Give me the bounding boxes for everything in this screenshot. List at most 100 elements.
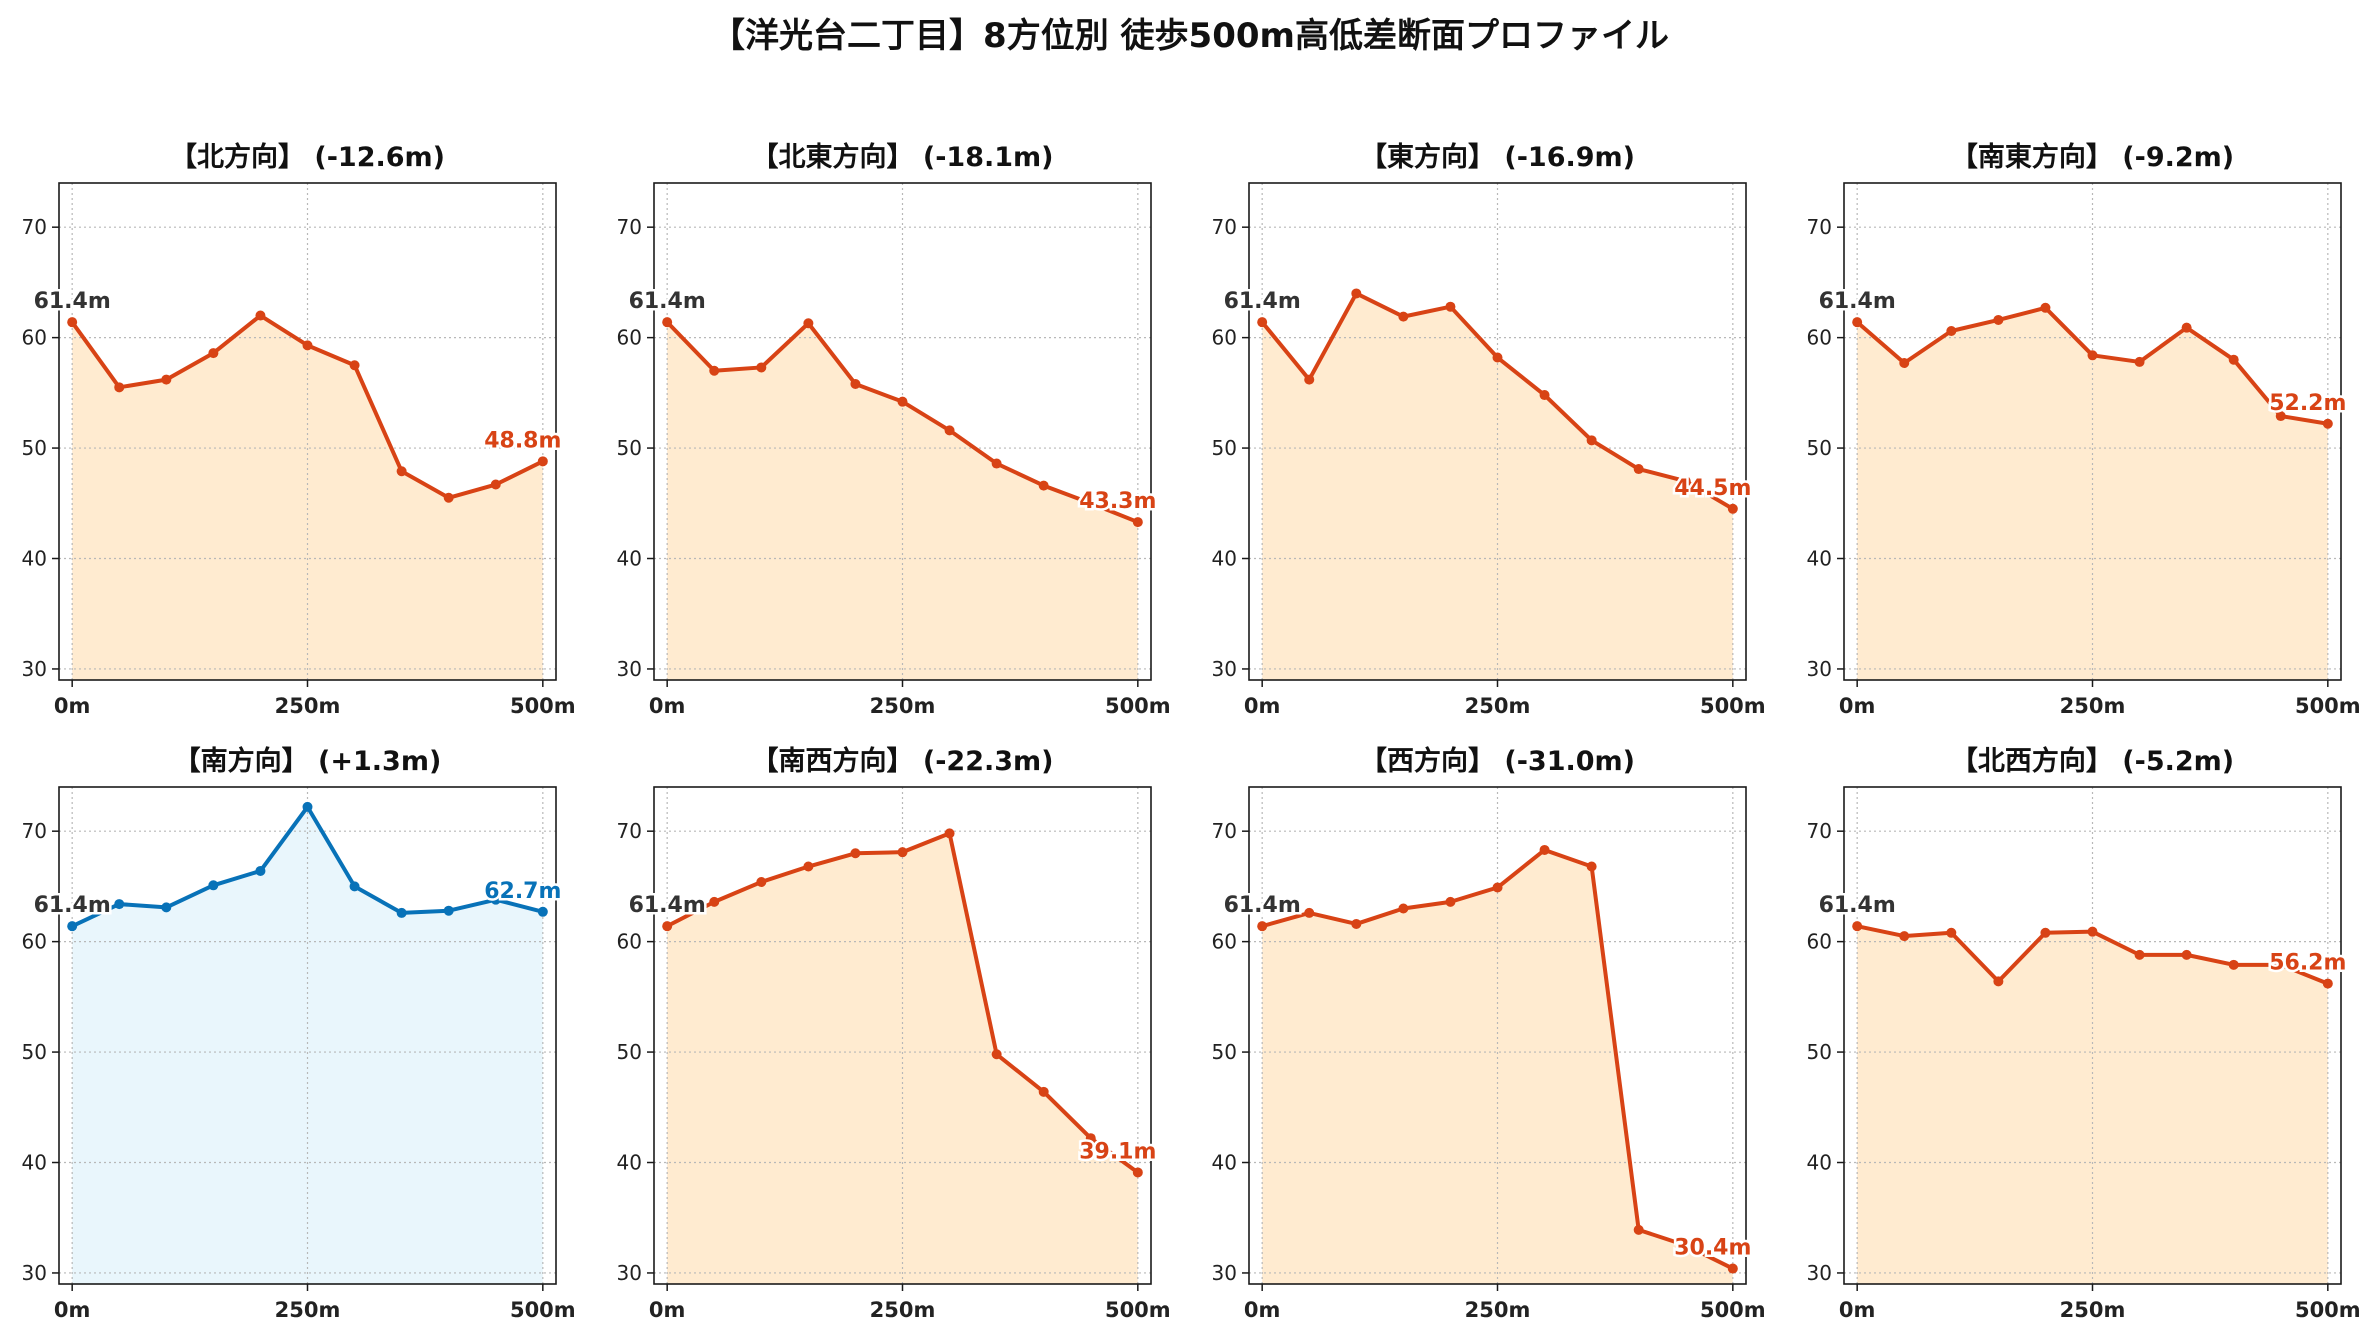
data-point — [1899, 931, 1910, 942]
y-tick-label: 50 — [22, 1040, 47, 1064]
x-tick-label: 0m — [649, 1298, 686, 1322]
y-tick-label: 50 — [1807, 436, 1832, 460]
data-point — [709, 365, 720, 376]
data-point — [991, 1049, 1002, 1060]
x-tick-label: 500m — [2295, 1298, 2361, 1322]
x-tick-label: 250m — [870, 694, 936, 718]
data-point — [803, 861, 814, 872]
x-tick-label: 0m — [1244, 694, 1281, 718]
start-elevation-label: 61.4m — [1819, 893, 1896, 918]
data-point — [1539, 390, 1550, 401]
data-point — [1351, 288, 1362, 299]
data-point — [161, 374, 172, 385]
data-point — [1445, 301, 1456, 312]
y-tick-label: 60 — [22, 326, 47, 350]
y-tick-label: 70 — [1807, 819, 1832, 843]
x-tick-label: 0m — [649, 694, 686, 718]
data-point — [1304, 907, 1315, 918]
y-tick-label: 40 — [1212, 1151, 1237, 1175]
data-point — [2228, 354, 2239, 365]
data-point — [1492, 882, 1503, 893]
data-point — [1993, 976, 2004, 987]
end-elevation-label: 44.5m — [1674, 476, 1751, 501]
y-tick-label: 40 — [22, 547, 47, 571]
data-point — [396, 907, 407, 918]
data-point — [1398, 903, 1409, 914]
x-tick-label: 0m — [1839, 1298, 1876, 1322]
y-tick-label: 30 — [1212, 657, 1237, 681]
data-point — [2322, 978, 2333, 989]
panel-title: 【南東方向】 (-9.2m) — [1951, 141, 2234, 173]
chart-panel-0: 30 40 50 60 70 0m 250m 500m 【北方向】 (-12.6m) 61.4m 4… — [22, 141, 576, 718]
data-point — [803, 318, 814, 329]
y-tick-label: 70 — [22, 819, 47, 843]
y-tick-label: 50 — [617, 436, 642, 460]
y-tick-label: 60 — [1807, 930, 1832, 954]
elevation-area — [72, 806, 543, 1284]
end-elevation-label: 39.1m — [1079, 1139, 1156, 1164]
data-point — [443, 905, 454, 916]
end-elevation-label: 62.7m — [484, 879, 561, 904]
data-point — [2275, 959, 2286, 970]
chart-panel-7: 30 40 50 60 70 0m 250m 500m 【北西方向】 (-5.2m) 61.4m 5… — [1807, 745, 2361, 1322]
x-tick-label: 250m — [275, 694, 341, 718]
data-point — [2040, 927, 2051, 938]
panel-title: 【北方向】 (-12.6m) — [170, 141, 445, 173]
data-point — [1899, 358, 1910, 369]
data-point — [443, 492, 454, 503]
y-tick-label: 70 — [1807, 215, 1832, 239]
data-point — [114, 382, 125, 393]
y-tick-label: 70 — [1212, 215, 1237, 239]
y-tick-label: 60 — [1212, 326, 1237, 350]
x-tick-label: 250m — [275, 1298, 341, 1322]
panel-title: 【南方向】 (+1.3m) — [174, 745, 442, 777]
data-point — [897, 847, 908, 858]
x-tick-label: 250m — [1465, 694, 1531, 718]
data-point — [1038, 1086, 1049, 1097]
data-point — [2087, 926, 2098, 937]
x-tick-label: 250m — [2060, 694, 2126, 718]
data-point — [2134, 356, 2145, 367]
data-point — [161, 902, 172, 913]
data-point — [944, 425, 955, 436]
data-point — [255, 310, 266, 321]
data-point — [1085, 498, 1096, 509]
elevation-area — [1262, 293, 1733, 680]
figure-title: 【洋光台二丁目】8方位別 徒歩500m高低差断面プロファイル — [711, 16, 1669, 56]
x-tick-label: 500m — [1700, 1298, 1766, 1322]
data-point — [1680, 476, 1691, 487]
y-tick-label: 60 — [617, 326, 642, 350]
data-point — [2087, 350, 2098, 361]
data-point — [1946, 927, 1957, 938]
data-point — [255, 865, 266, 876]
data-point — [756, 362, 767, 373]
x-tick-label: 500m — [510, 694, 576, 718]
data-point — [2228, 959, 2239, 970]
y-tick-label: 70 — [1212, 819, 1237, 843]
end-elevation-label: 48.8m — [484, 428, 561, 453]
data-point — [662, 317, 673, 328]
data-point — [1132, 517, 1143, 528]
y-tick-label: 30 — [22, 1261, 47, 1285]
y-tick-label: 70 — [617, 819, 642, 843]
x-tick-label: 500m — [1700, 694, 1766, 718]
data-point — [2322, 418, 2333, 429]
end-elevation-label: 56.2m — [2269, 951, 2346, 976]
data-point — [1539, 844, 1550, 855]
data-point — [490, 479, 501, 490]
start-elevation-label: 61.4m — [629, 893, 706, 918]
data-point — [991, 458, 1002, 469]
panel-title: 【東方向】 (-16.9m) — [1360, 141, 1635, 173]
data-point — [709, 896, 720, 907]
chart-panel-6: 30 40 50 60 70 0m 250m 500m 【西方向】 (-31.0m) 61.4m 3… — [1212, 745, 1766, 1322]
panel-title: 【北東方向】 (-18.1m) — [751, 141, 1053, 173]
y-tick-label: 60 — [617, 930, 642, 954]
y-tick-label: 50 — [1807, 1040, 1832, 1064]
y-tick-label: 70 — [22, 215, 47, 239]
x-tick-label: 0m — [1244, 1298, 1281, 1322]
data-point — [1445, 896, 1456, 907]
data-point — [1680, 1240, 1691, 1251]
data-point — [1257, 921, 1268, 932]
